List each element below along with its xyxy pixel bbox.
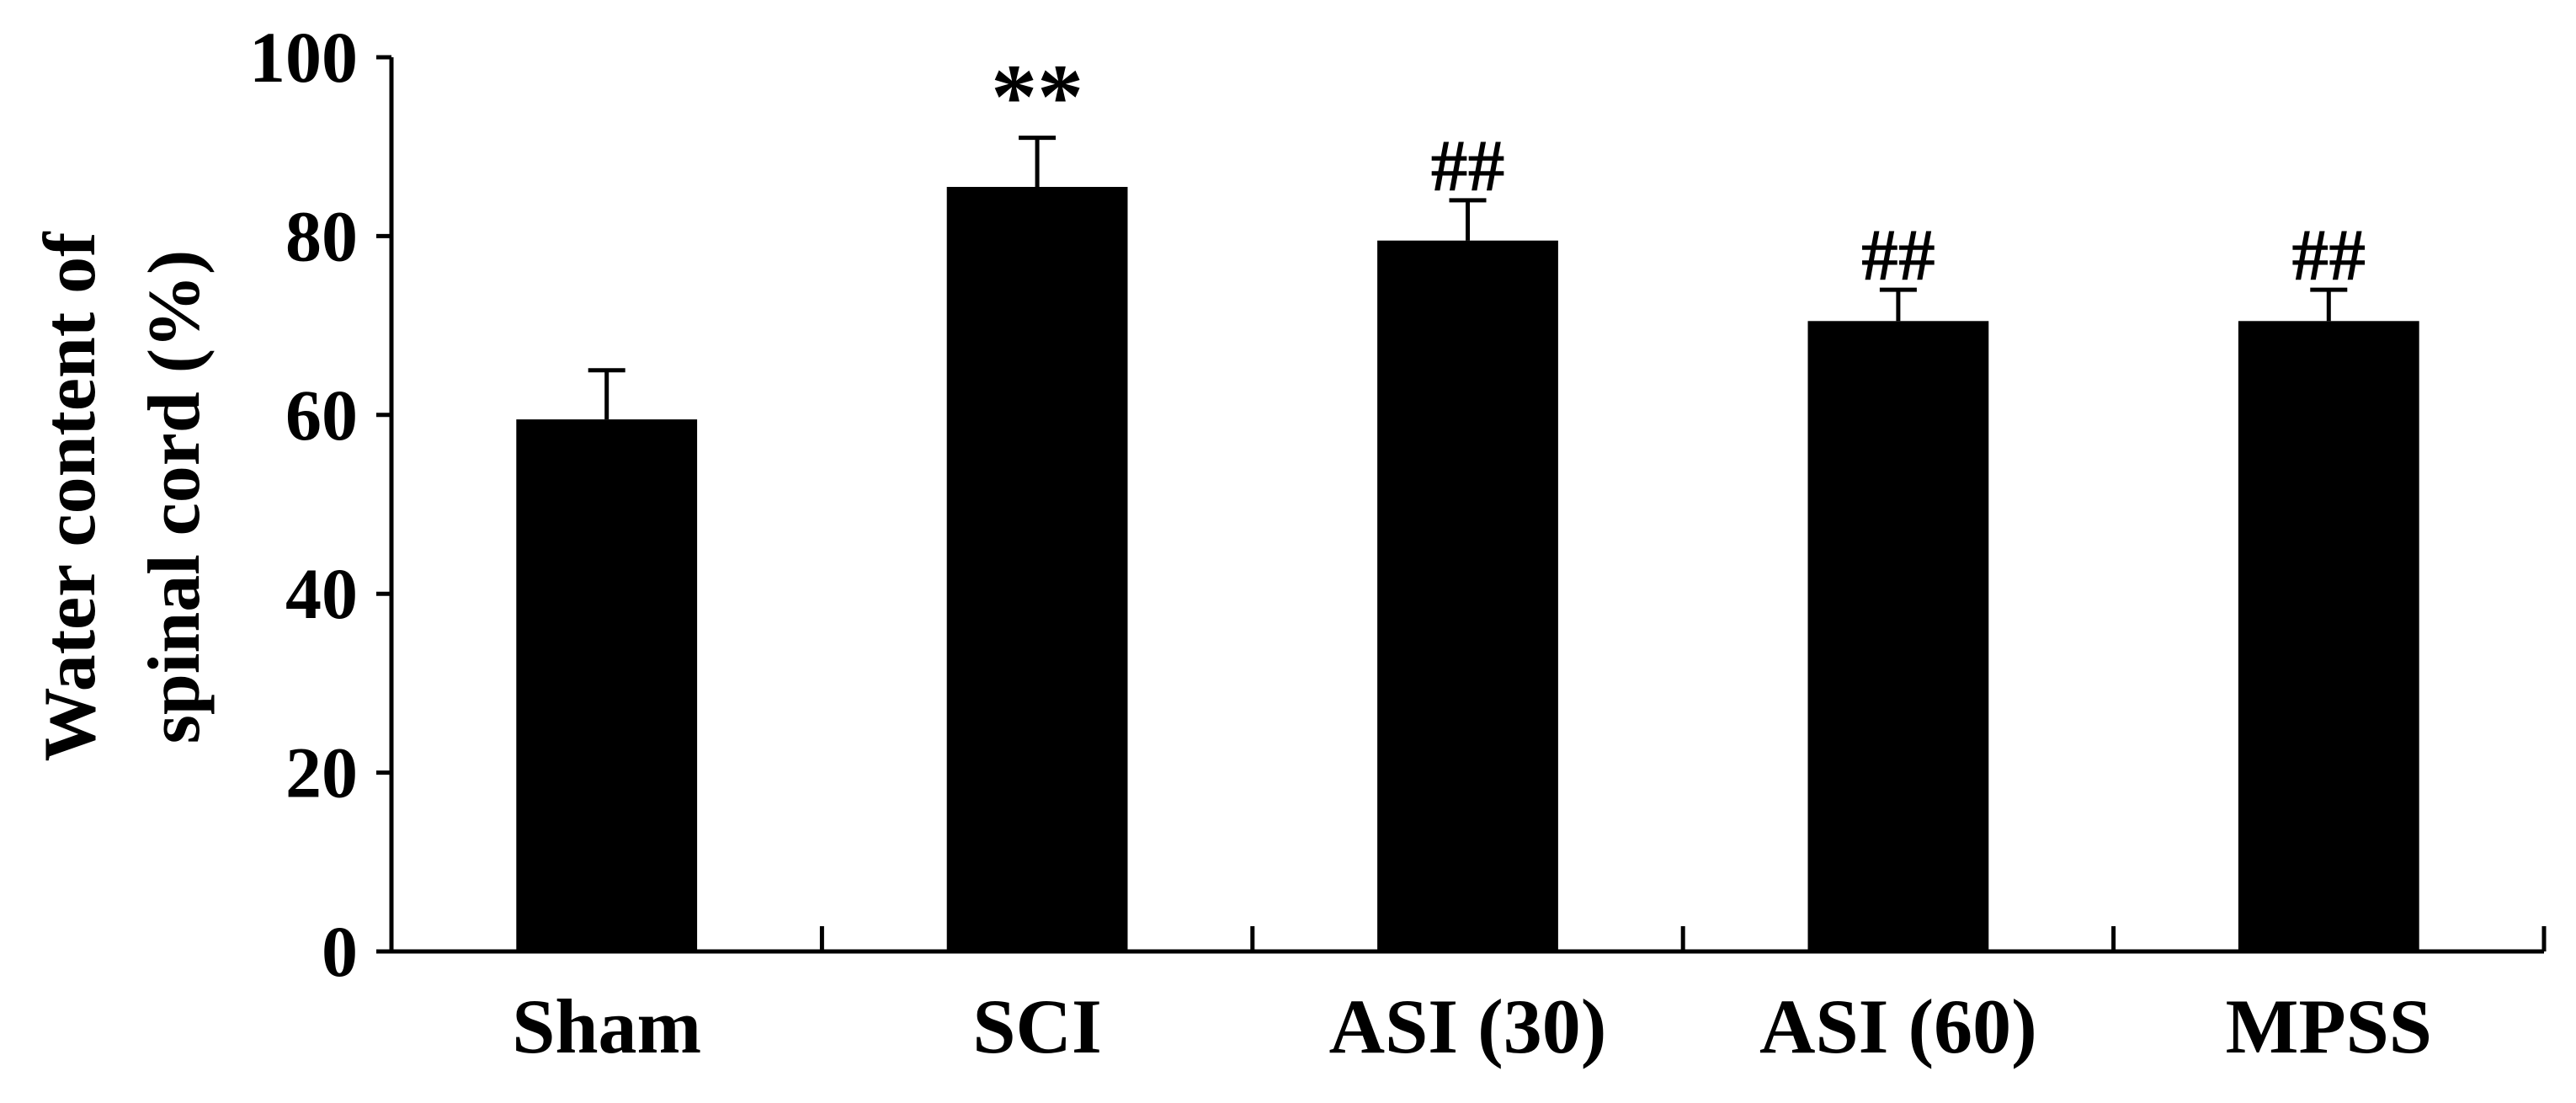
- y-tick-label: 0: [322, 911, 358, 992]
- significance-annotations: ** ## ## ##: [991, 45, 2366, 297]
- bars: [516, 186, 2419, 952]
- x-tick-label: MPSS: [2226, 983, 2432, 1069]
- y-tick-label: 60: [285, 375, 358, 456]
- bar: [946, 186, 1128, 952]
- bar: [1807, 321, 1989, 951]
- axes: [389, 57, 2544, 954]
- x-axis-ticks: Sham SCI ASI (30) ASI (60) MPSS: [512, 926, 2547, 1069]
- y-axis-label-line-1: Water content of: [29, 231, 111, 762]
- y-tick-label: 40: [285, 553, 358, 634]
- significance-mark: ##: [2291, 215, 2366, 296]
- x-tick-label: ASI (30): [1329, 983, 1607, 1069]
- x-tick-label: SCI: [972, 983, 1101, 1069]
- significance-mark: ##: [1861, 215, 1935, 296]
- error-bars: [588, 136, 2348, 420]
- bar: [1377, 240, 1558, 952]
- bar: [516, 419, 698, 951]
- y-axis-ticks: 0 20 40 60 80 100: [249, 17, 391, 992]
- y-axis-label: Water content of spinal cord (%): [29, 231, 216, 762]
- x-tick-label: ASI (60): [1759, 983, 2037, 1069]
- significance-mark: **: [991, 45, 1083, 148]
- y-axis-label-line-2: spinal cord (%): [134, 250, 216, 744]
- x-tick-label: Sham: [512, 983, 701, 1069]
- y-tick-label: 100: [249, 17, 358, 98]
- significance-mark: ##: [1431, 125, 1505, 207]
- bar: [2238, 321, 2419, 951]
- y-tick-label: 80: [285, 195, 358, 276]
- y-tick-label: 20: [285, 733, 358, 813]
